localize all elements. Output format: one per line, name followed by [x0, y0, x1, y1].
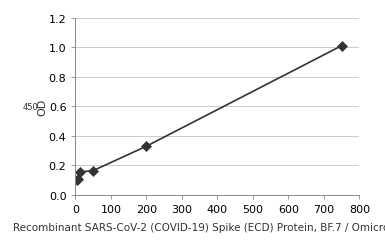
X-axis label: Recombinant SARS-CoV-2 (COVID-19) Spike (ECD) Protein, BF.7 / Omicron (pM): Recombinant SARS-CoV-2 (COVID-19) Spike …: [13, 222, 385, 232]
Text: 450: 450: [23, 102, 38, 111]
Y-axis label: OD: OD: [37, 98, 47, 115]
